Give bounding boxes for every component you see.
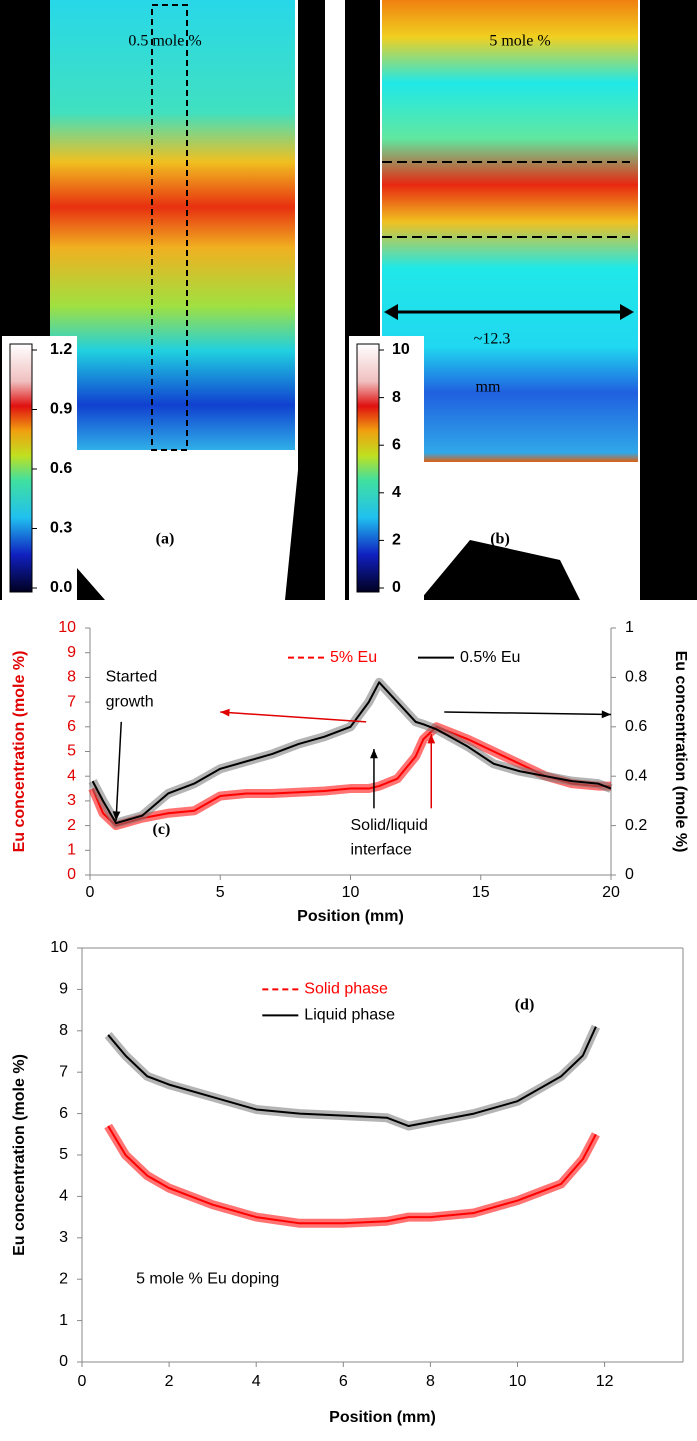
x-tick-label: 10 xyxy=(509,1373,527,1390)
y2-tick-label: 0.6 xyxy=(625,718,647,735)
colorbar-tick-label: 8 xyxy=(392,389,401,406)
x-axis-label: Position (mm) xyxy=(297,908,404,925)
y-tick-label: 6 xyxy=(59,1105,68,1122)
y-tick-label: 8 xyxy=(59,1022,68,1039)
annotation: growth xyxy=(106,693,154,710)
y-tick-label: 1 xyxy=(59,1312,68,1329)
x-tick-label: 6 xyxy=(339,1373,348,1390)
y2-tick-label: 0.2 xyxy=(625,817,647,834)
y-tick-label: 10 xyxy=(50,939,68,956)
y-tick-label: 0 xyxy=(67,866,76,883)
y-tick-label: 4 xyxy=(67,767,76,784)
colorbar-tick-label: 0.0 xyxy=(50,579,72,596)
annotation: (c) xyxy=(153,821,171,838)
y-tick-label: 4 xyxy=(59,1188,68,1205)
y2-tick-label: 0.8 xyxy=(625,669,647,686)
panel-label: (a) xyxy=(156,531,175,548)
y-tick-label: 9 xyxy=(67,644,76,661)
x-tick-label: 12 xyxy=(596,1373,614,1390)
colorbar xyxy=(9,343,33,593)
x-tick-label: 4 xyxy=(252,1373,261,1390)
annotation: (d) xyxy=(515,997,535,1014)
arrow-head xyxy=(112,811,121,821)
series-line xyxy=(107,1026,597,1128)
colorbar-tick-label: 2 xyxy=(392,532,401,549)
y-tick-label: 0 xyxy=(59,1353,68,1370)
x-tick-label: 5 xyxy=(216,884,225,901)
x-tick-label: 0 xyxy=(78,1373,87,1390)
colorbar-tick-label: 0 xyxy=(392,579,401,596)
legend-label: 5% Eu xyxy=(330,649,377,666)
y-tick-label: 3 xyxy=(59,1229,68,1246)
colorbar-tick-label: 4 xyxy=(392,484,401,501)
arrow-head xyxy=(427,734,436,744)
annotation: interface xyxy=(351,842,412,859)
arrow xyxy=(444,711,612,716)
y-tick-label: 5 xyxy=(59,1146,68,1163)
arrow xyxy=(220,711,367,723)
width-label: mm xyxy=(476,379,501,396)
arrow-head xyxy=(601,710,611,719)
arrow xyxy=(115,721,123,821)
series-line xyxy=(91,681,612,825)
heatmap xyxy=(50,0,295,450)
colorbar xyxy=(356,343,380,593)
x-tick-label: 15 xyxy=(472,884,490,901)
y2-tick-label: 1 xyxy=(625,619,634,636)
width-label: ~12.3 xyxy=(474,331,511,348)
heatmap xyxy=(382,0,638,462)
legend-label: Liquid phase xyxy=(304,1007,395,1024)
x-tick-label: 2 xyxy=(165,1373,174,1390)
y-axis-label: Eu concentration (mole %) xyxy=(11,1054,28,1256)
y2-tick-label: 0 xyxy=(625,866,634,883)
x-tick-label: 8 xyxy=(426,1373,435,1390)
y-tick-label: 9 xyxy=(59,981,68,998)
colorbar-tick-label: 0.9 xyxy=(50,401,72,418)
y-tick-label: 7 xyxy=(67,693,76,710)
y-tick-label: 8 xyxy=(67,669,76,686)
panel-title: 5 mole % xyxy=(489,33,550,50)
y2-tick-label: 0.4 xyxy=(625,767,647,784)
legend-label: 0.5% Eu xyxy=(460,649,520,666)
series-band xyxy=(104,1123,600,1228)
y-tick-label: 2 xyxy=(67,817,76,834)
y2-axis-label: Eu concentration (mole %) xyxy=(672,651,689,853)
y-tick-label: 1 xyxy=(67,842,76,859)
y-tick-label: 5 xyxy=(67,743,76,760)
x-tick-label: 20 xyxy=(602,884,620,901)
y-axis-label: Eu concentration (mole %) xyxy=(11,651,28,853)
series-line xyxy=(91,725,611,827)
colorbar-tick-label: 10 xyxy=(392,341,410,358)
colorbar-tick-label: 0.6 xyxy=(50,460,72,477)
series-line xyxy=(107,1125,597,1225)
annotation: 5 mole % Eu doping xyxy=(136,1270,279,1287)
x-tick-label: 10 xyxy=(342,884,360,901)
legend-label: Solid phase xyxy=(304,981,388,998)
y-tick-label: 6 xyxy=(67,718,76,735)
series-band xyxy=(88,677,613,828)
annotation: Started xyxy=(106,669,158,686)
arrow-head xyxy=(370,749,378,759)
annotation: Solid/liquid xyxy=(351,817,428,834)
panel-label: (b) xyxy=(490,531,510,548)
arrow-head xyxy=(220,708,230,717)
x-tick-label: 0 xyxy=(86,884,95,901)
y-tick-label: 10 xyxy=(58,619,76,636)
series-band xyxy=(104,1024,601,1131)
panel-title: 0.5 mole % xyxy=(128,33,201,50)
colorbar-tick-label: 0.3 xyxy=(50,520,72,537)
x-axis-label: Position (mm) xyxy=(329,1409,436,1426)
y-tick-label: 3 xyxy=(67,792,76,809)
y-tick-label: 7 xyxy=(59,1063,68,1080)
colorbar-tick-label: 1.2 xyxy=(50,341,72,358)
colorbar-tick-label: 6 xyxy=(392,436,401,453)
y-tick-label: 2 xyxy=(59,1270,68,1287)
